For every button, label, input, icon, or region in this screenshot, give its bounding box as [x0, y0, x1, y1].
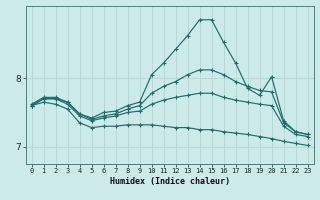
X-axis label: Humidex (Indice chaleur): Humidex (Indice chaleur) [109, 177, 230, 186]
